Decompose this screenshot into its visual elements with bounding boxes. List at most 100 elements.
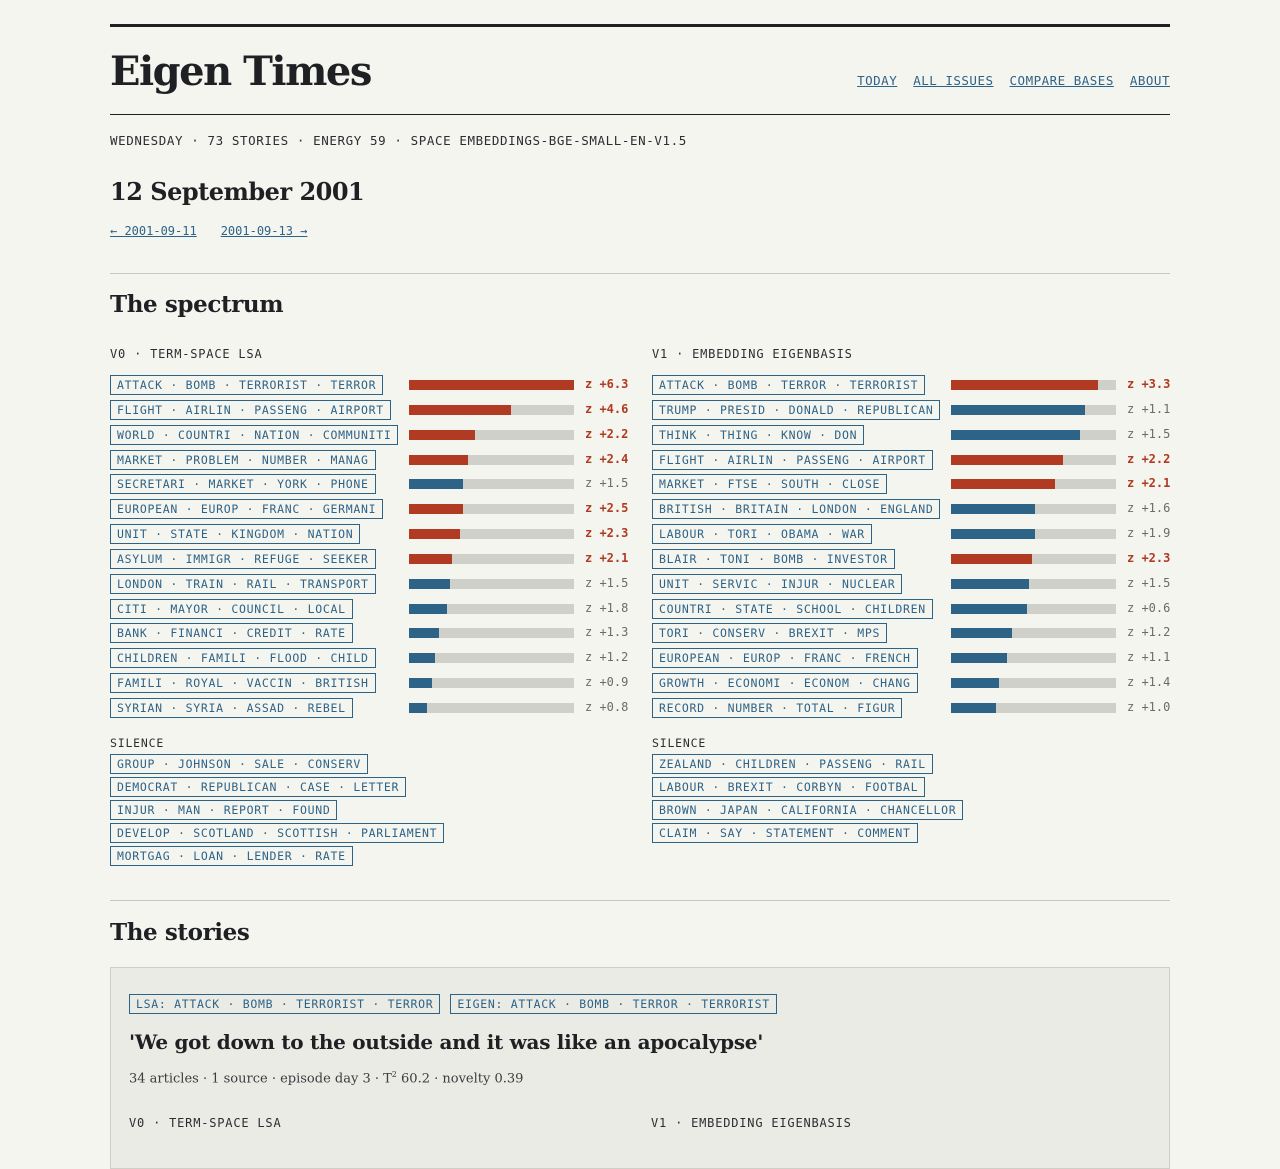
topic-tag[interactable]: COUNTRI · STATE · SCHOOL · CHILDREN <box>652 598 933 619</box>
topic-tag[interactable]: EUROPEAN · EUROP · FRANC · FRENCH <box>652 648 918 669</box>
topic-row: WORLD · COUNTRI · NATION · COMMUNITI z +2… <box>110 424 629 449</box>
spectrum-column-v0: V0 · TERM-SPACE LSA ATTACK · BOMB · TERR… <box>110 345 629 869</box>
topic-tag[interactable]: GROWTH · ECONOMI · ECONOM · CHANG <box>652 673 918 694</box>
strength-bar-fill <box>409 653 436 664</box>
silence-tag[interactable]: DEVELOP · SCOTLAND · SCOTTISH · PARLIAME… <box>110 822 445 843</box>
nav-today-link[interactable]: TODAY <box>857 73 898 88</box>
strength-bar-track <box>951 702 1116 713</box>
topic-row: LONDON · TRAIN · RAIL · TRANSPORT z +1.5 <box>110 573 629 598</box>
strength-bar-fill <box>951 678 999 689</box>
strength-bar-track <box>409 678 574 689</box>
strength-bar-track <box>409 653 574 664</box>
topic-tag[interactable]: UNIT · SERVIC · INJUR · NUCLEAR <box>652 573 903 594</box>
z-score: z +0.9 <box>585 675 629 690</box>
z-score: z +1.6 <box>1127 501 1171 516</box>
strength-bar-fill <box>409 454 469 465</box>
strength-bar-fill <box>951 479 1055 490</box>
strength-bar-fill <box>409 529 461 540</box>
topic-tag[interactable]: BANK · FINANCI · CREDIT · RATE <box>110 623 353 644</box>
z-score: z +6.3 <box>585 377 629 391</box>
topic-tag[interactable]: MARKET · FTSE · SOUTH · CLOSE <box>652 474 888 495</box>
story-eigen-tag[interactable]: EIGEN: ATTACK · BOMB · TERROR · TERRORIS… <box>450 994 777 1014</box>
topic-row: BLAIR · TONI · BOMB · INVESTOR z +2.3 <box>652 548 1171 573</box>
strength-bar-track <box>951 380 1116 390</box>
topic-tag[interactable]: TRUMP · PRESID · DONALD · REPUBLICAN <box>652 399 941 420</box>
strength-bar-track <box>951 553 1116 564</box>
story-lsa-tag[interactable]: LSA: ATTACK · BOMB · TERRORIST · TERROR <box>129 994 441 1014</box>
column-title: V1 · EMBEDDING EIGENBASIS <box>652 347 853 361</box>
strength-bar-fill <box>951 603 1027 614</box>
silence-tag[interactable]: LABOUR · BREXIT · CORBYN · FOOTBAL <box>652 776 926 797</box>
topic-tag[interactable]: ATTACK · BOMB · TERROR · TERRORIST <box>652 375 926 395</box>
topic-tag[interactable]: THINK · THING · KNOW · DON <box>652 424 865 445</box>
topic-row: SECRETARI · MARKET · YORK · PHONE z +1.5 <box>110 473 629 498</box>
nav-about-link[interactable]: ABOUT <box>1129 73 1170 88</box>
topic-row: COUNTRI · STATE · SCHOOL · CHILDREN z +0.… <box>652 598 1171 623</box>
issue-pager: ← 2001-09-11 2001-09-13 → <box>110 224 307 238</box>
silence-tag[interactable]: INJUR · MAN · REPORT · FOUND <box>110 799 338 820</box>
topic-tag[interactable]: FAMILI · ROYAL · VACCIN · BRITISH <box>110 673 376 694</box>
strength-bar-fill <box>409 628 439 639</box>
site-title[interactable]: Eigen Times <box>110 48 372 95</box>
z-score: z +1.5 <box>1127 575 1171 590</box>
strength-bar-track <box>951 454 1116 465</box>
z-score: z +1.5 <box>585 575 629 590</box>
z-score: z +2.2 <box>1127 451 1171 466</box>
topic-tag[interactable]: LABOUR · TORI · OBAMA · WAR <box>652 524 872 545</box>
silence-tag[interactable]: ZEALAND · CHILDREN · PASSENG · RAIL <box>652 753 933 774</box>
topic-tag[interactable]: BLAIR · TONI · BOMB · INVESTOR <box>652 548 895 569</box>
topic-tag[interactable]: UNIT · STATE · KINGDOM · NATION <box>110 524 361 545</box>
topic-tag[interactable]: BRITISH · BRITAIN · LONDON · ENGLAND <box>652 499 941 520</box>
topic-tag[interactable]: WORLD · COUNTRI · NATION · COMMUNITI <box>110 424 399 445</box>
silence-tag[interactable]: GROUP · JOHNSON · SALE · CONSERV <box>110 753 368 774</box>
strength-bar-fill <box>951 380 1098 390</box>
story-title[interactable]: 'We got down to the outside and it was l… <box>129 1030 764 1054</box>
strength-bar-fill <box>409 702 428 713</box>
section-divider <box>110 900 1170 901</box>
topic-tag[interactable]: MARKET · PROBLEM · NUMBER · MANAG <box>110 449 376 470</box>
topic-row: CITI · MAYOR · COUNCIL · LOCAL z +1.8 <box>110 598 629 623</box>
topic-tag[interactable]: RECORD · NUMBER · TOTAL · FIGUR <box>652 697 903 718</box>
topic-row: BRITISH · BRITAIN · LONDON · ENGLAND z +1… <box>652 498 1171 523</box>
topic-tag[interactable]: CITI · MAYOR · COUNCIL · LOCAL <box>110 598 353 619</box>
main-nav: TODAY ALL ISSUES COMPARE BASES ABOUT <box>857 73 1170 88</box>
topic-tag[interactable]: CHILDREN · FAMILI · FLOOD · CHILD <box>110 648 376 669</box>
prev-issue-link[interactable]: ← 2001-09-11 <box>110 224 197 238</box>
silence-tag[interactable]: CLAIM · SAY · STATEMENT · COMMENT <box>652 822 918 843</box>
z-score: z +4.6 <box>585 401 629 416</box>
next-issue-link[interactable]: 2001-09-13 → <box>220 224 308 238</box>
nav-all-issues-link[interactable]: ALL ISSUES <box>913 73 994 88</box>
topic-tag[interactable]: FLIGHT · AIRLIN · PASSENG · AIRPORT <box>652 449 933 470</box>
topic-tag[interactable]: ATTACK · BOMB · TERRORIST · TERROR <box>110 375 384 395</box>
topic-tag[interactable]: FLIGHT · AIRLIN · PASSENG · AIRPORT <box>110 399 391 420</box>
z-score: z +2.3 <box>1127 550 1171 565</box>
topic-tag[interactable]: EUROPEAN · EUROP · FRANC · GERMANI <box>110 499 384 520</box>
topic-tag[interactable]: SECRETARI · MARKET · YORK · PHONE <box>110 474 376 495</box>
strength-bar-fill <box>951 653 1008 664</box>
nav-compare-bases-link[interactable]: COMPARE BASES <box>1009 73 1114 88</box>
topic-tag[interactable]: TORI · CONSERV · BREXIT · MPS <box>652 623 888 644</box>
silence-list: GROUP · JOHNSON · SALE · CONSERV DEMOCRAT… <box>110 753 629 866</box>
masthead-divider <box>110 114 1170 115</box>
strength-bar-track <box>951 429 1116 440</box>
strength-bar-track <box>409 603 574 614</box>
strength-bar-track <box>951 504 1116 515</box>
strength-bar-fill <box>951 702 996 713</box>
strength-bar-track <box>409 380 574 390</box>
topic-tag[interactable]: SYRIAN · SYRIA · ASSAD · REBEL <box>110 697 353 718</box>
story-meta-sup: 2 <box>391 1070 397 1079</box>
topic-tag[interactable]: LONDON · TRAIN · RAIL · TRANSPORT <box>110 573 376 594</box>
strength-bar-track <box>409 504 574 515</box>
silence-tag[interactable]: DEMOCRAT · REPUBLICAN · CASE · LETTER <box>110 776 407 797</box>
topic-row: FLIGHT · AIRLIN · PASSENG · AIRPORT z +2.… <box>652 449 1171 474</box>
silence-tag[interactable]: MORTGAG · LOAN · LENDER · RATE <box>110 845 353 866</box>
strength-bar-fill <box>951 429 1080 440</box>
silence-tag[interactable]: BROWN · JAPAN · CALIFORNIA · CHANCELLOR <box>652 799 964 820</box>
strength-bar-track <box>951 479 1116 490</box>
story-card[interactable]: LSA: ATTACK · BOMB · TERRORIST · TERROR … <box>110 967 1170 1169</box>
z-score: z +1.5 <box>585 476 629 491</box>
topic-tag[interactable]: ASYLUM · IMMIGR · REFUGE · SEEKER <box>110 548 376 569</box>
topic-row: SYRIAN · SYRIA · ASSAD · REBEL z +0.8 <box>110 697 629 722</box>
spectrum-heading: The spectrum <box>110 291 284 318</box>
z-score: z +1.4 <box>1127 675 1171 690</box>
